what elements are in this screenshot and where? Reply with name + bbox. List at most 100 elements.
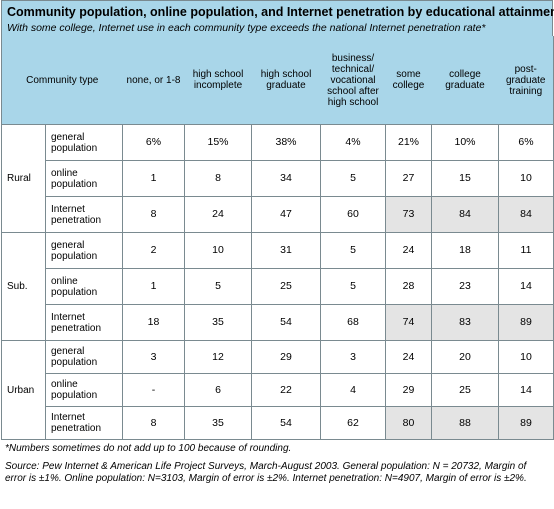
- table-row: online population 1 5 25 5 28 23 14: [2, 268, 554, 305]
- value-cell: 25: [251, 268, 321, 305]
- value-cell: 89: [498, 406, 554, 440]
- value-cell: 34: [251, 160, 321, 197]
- value-cell: 54: [251, 406, 321, 440]
- table-row: Sub. general population 2 10 31 5 24 18 11: [1, 232, 554, 341]
- value-cell: 23: [431, 268, 499, 305]
- row-label: online population: [45, 160, 123, 197]
- value-cell: 74: [385, 304, 432, 341]
- row-label: general population: [45, 124, 123, 161]
- value-cell: 29: [385, 373, 432, 407]
- community-group-label: Urban: [1, 340, 46, 440]
- value-cell: 21%: [385, 124, 432, 161]
- table-row: Urban general population 3 12 29 3 24 20 10: [1, 340, 554, 440]
- column-header-post-graduate: post-graduate training: [498, 36, 554, 125]
- value-cell: 84: [431, 196, 499, 233]
- value-cell: 14: [498, 268, 554, 305]
- value-cell: 1: [122, 160, 185, 197]
- value-cell: 5: [184, 268, 252, 305]
- value-cell: 15%: [184, 124, 252, 161]
- value-cell: 2: [122, 232, 185, 269]
- value-cell: 88: [431, 406, 499, 440]
- column-header-row: Community type none, or 1-8 high school …: [1, 36, 554, 125]
- row-label: Internet penetration: [45, 406, 123, 440]
- value-cell: 24: [385, 232, 432, 269]
- row-label: Internet penetration: [45, 304, 123, 341]
- value-cell: -: [122, 373, 185, 407]
- value-cell: 12: [184, 340, 252, 374]
- value-cell: 31: [251, 232, 321, 269]
- value-cell: 10: [498, 160, 554, 197]
- community-group-label: Sub.: [1, 232, 46, 341]
- value-cell: 3: [320, 340, 386, 374]
- value-cell: 5: [320, 268, 386, 305]
- row-label: Internet penetration: [45, 196, 123, 233]
- column-header-hs-incomplete: high school incomplete: [184, 36, 252, 125]
- column-header-vocational: business/ technical/ vocational school a…: [320, 36, 386, 125]
- value-cell: 84: [498, 196, 554, 233]
- row-label: online population: [45, 373, 123, 407]
- table-row: Internet penetration 8 35 54 62 80 88 89: [2, 406, 554, 440]
- column-header-hs-graduate: high school graduate: [251, 36, 321, 125]
- value-cell: 4%: [320, 124, 386, 161]
- column-header-college-graduate: college graduate: [431, 36, 499, 125]
- value-cell: 68: [320, 304, 386, 341]
- table-body: Rural general population 6% 15% 38% 4% 21% 10% 6…: [1, 124, 554, 440]
- value-cell: 24: [184, 196, 252, 233]
- value-cell: 10: [498, 340, 554, 374]
- value-cell: 6: [184, 373, 252, 407]
- value-cell: 1: [122, 268, 185, 305]
- table-row: Internet penetration 18 35 54 68 74 83 89: [2, 304, 554, 341]
- rounding-note: *Numbers sometimes do not add up to 100 …: [5, 443, 292, 454]
- value-cell: 10: [184, 232, 252, 269]
- value-cell: 10%: [431, 124, 499, 161]
- value-cell: 27: [385, 160, 432, 197]
- value-cell: 54: [251, 304, 321, 341]
- source-note: Source: Pew Internet & American Life Pro…: [5, 461, 527, 484]
- table-header-band: Community population, online population,…: [1, 0, 554, 36]
- value-cell: 60: [320, 196, 386, 233]
- value-cell: 83: [431, 304, 499, 341]
- value-cell: 73: [385, 196, 432, 233]
- value-cell: 5: [320, 232, 386, 269]
- value-cell: 18: [122, 304, 185, 341]
- row-label: general population: [45, 340, 123, 374]
- value-cell: 25: [431, 373, 499, 407]
- data-table-figure: Community population, online population,…: [1, 0, 554, 485]
- value-cell: 24: [385, 340, 432, 374]
- column-header-none-1-8: none, or 1-8: [122, 36, 185, 125]
- table-title: Community population, online population,…: [7, 5, 554, 19]
- value-cell: 38%: [251, 124, 321, 161]
- value-cell: 8: [122, 196, 185, 233]
- table-row: online population -6 22 4 29 25 14: [2, 373, 554, 407]
- table-row: online population 1 8 34 5 27 15 10: [2, 160, 554, 197]
- community-group-label: Rural: [1, 124, 46, 233]
- value-cell: 8: [184, 160, 252, 197]
- value-cell: 11: [498, 232, 554, 269]
- value-cell: 4: [320, 373, 386, 407]
- value-cell: 15: [431, 160, 499, 197]
- row-label: online population: [45, 268, 123, 305]
- value-cell: 35: [184, 406, 252, 440]
- value-cell: 62: [320, 406, 386, 440]
- value-cell: 3: [122, 340, 185, 374]
- value-cell: 8: [122, 406, 185, 440]
- value-cell: 35: [184, 304, 252, 341]
- value-cell: 89: [498, 304, 554, 341]
- value-cell: 22: [251, 373, 321, 407]
- table-subtitle: With some college, Internet use in each …: [7, 22, 486, 34]
- value-cell: 18: [431, 232, 499, 269]
- education-table: Community type none, or 1-8 high school …: [1, 36, 554, 440]
- column-header-some-college: some college: [385, 36, 432, 125]
- row-label: general population: [45, 232, 123, 269]
- value-cell: 80: [385, 406, 432, 440]
- table-row: Internet penetration 8 24 47 60 73 84 84: [2, 196, 554, 233]
- value-cell: 14: [498, 373, 554, 407]
- value-cell: 5: [320, 160, 386, 197]
- table-row: Rural general population 6% 15% 38% 4% 21% 10% 6…: [1, 124, 554, 233]
- column-header-community-type: Community type: [1, 36, 123, 125]
- value-cell: 47: [251, 196, 321, 233]
- value-cell: 6%: [122, 124, 185, 161]
- value-cell: 28: [385, 268, 432, 305]
- value-cell: 20: [431, 340, 499, 374]
- value-cell: 29: [251, 340, 321, 374]
